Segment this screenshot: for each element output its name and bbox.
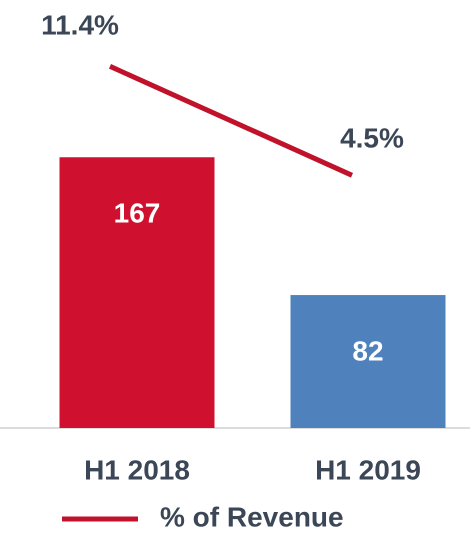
bar	[290, 295, 446, 428]
bar-label: 167	[114, 198, 161, 229]
legend-label: % of Revenue	[160, 501, 344, 532]
line	[108, 64, 354, 178]
bar-label: 82	[352, 335, 383, 366]
x-tick-label: H1 2018	[84, 454, 190, 485]
line-label: 4.5%	[340, 123, 404, 154]
bar	[59, 157, 215, 428]
line-label: 11.4%	[41, 10, 119, 41]
x-tick-label: H1 2019	[315, 454, 421, 485]
